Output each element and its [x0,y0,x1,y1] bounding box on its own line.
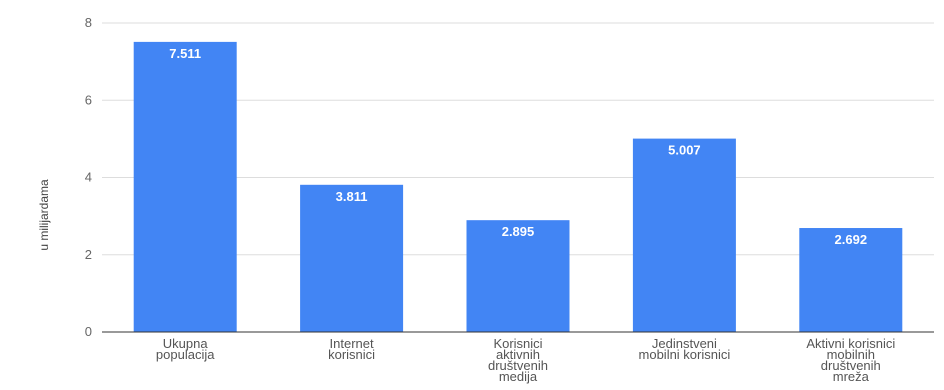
data-label: 2.692 [835,232,868,247]
x-tick-label: mreža [833,369,870,384]
data-labels: 7.511 3.811 2.895 5.007 2.692 [169,46,867,247]
y-axis-ticks: 0 2 4 6 8 [85,15,92,339]
x-tick-label: društvenih [488,358,548,373]
bar [799,228,903,332]
data-label: 3.811 [336,189,368,204]
y-axis-label: u milijardama [37,179,51,251]
x-tick-label: Korisnici [493,336,542,351]
y-tick-label: 0 [85,324,92,339]
data-label: 7.511 [169,46,201,61]
y-tick-label: 8 [85,15,92,30]
x-tick-label: Jedinstveni [652,336,717,351]
bars [133,41,903,332]
bar [300,184,404,332]
x-tick-label: Ukupna [163,336,209,351]
x-tick-label: medija [499,369,538,384]
x-tick-label: aktivnih [496,347,540,362]
data-label: 5.007 [668,143,701,158]
x-tick-label: mobilni korisnici [639,347,731,362]
bar [133,41,237,332]
data-label: 2.895 [502,224,535,239]
x-tick-label: Aktivni korisnici [806,336,895,351]
y-tick-label: 6 [85,92,92,107]
y-tick-label: 2 [85,247,92,262]
y-tick-label: 4 [85,170,92,185]
x-tick-label: populacija [156,347,215,362]
bar [632,138,736,332]
x-tick-label: Internet [330,336,374,351]
x-tick-label: mobilnih [827,347,875,362]
x-tick-label: društvenih [821,358,881,373]
x-tick-label: korisnici [328,347,375,362]
bar [466,220,570,332]
